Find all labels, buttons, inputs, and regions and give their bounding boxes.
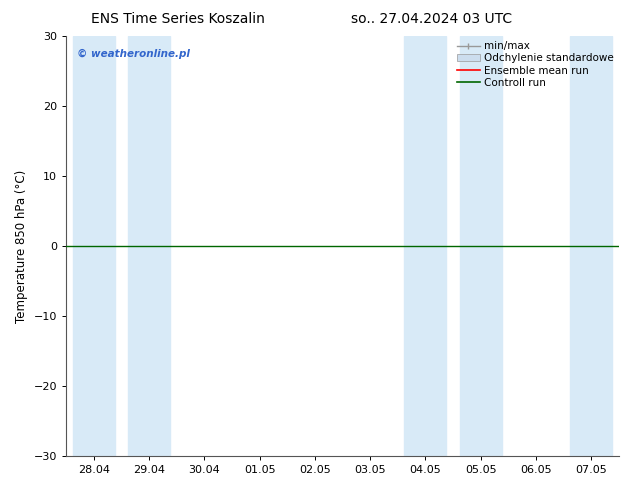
Bar (73, 36, 115, 456)
Bar (128, 36, 170, 456)
Bar (571, 36, 612, 456)
Text: so.. 27.04.2024 03 UTC: so.. 27.04.2024 03 UTC (351, 12, 512, 26)
Bar (404, 36, 446, 456)
Text: ENS Time Series Koszalin: ENS Time Series Koszalin (91, 12, 264, 26)
Text: © weatheronline.pl: © weatheronline.pl (77, 49, 190, 59)
Y-axis label: Temperature 850 hPa (°C): Temperature 850 hPa (°C) (15, 170, 28, 323)
Legend: min/max, Odchylenie standardowe, Ensemble mean run, Controll run: min/max, Odchylenie standardowe, Ensembl… (455, 39, 616, 90)
Bar (460, 36, 501, 456)
